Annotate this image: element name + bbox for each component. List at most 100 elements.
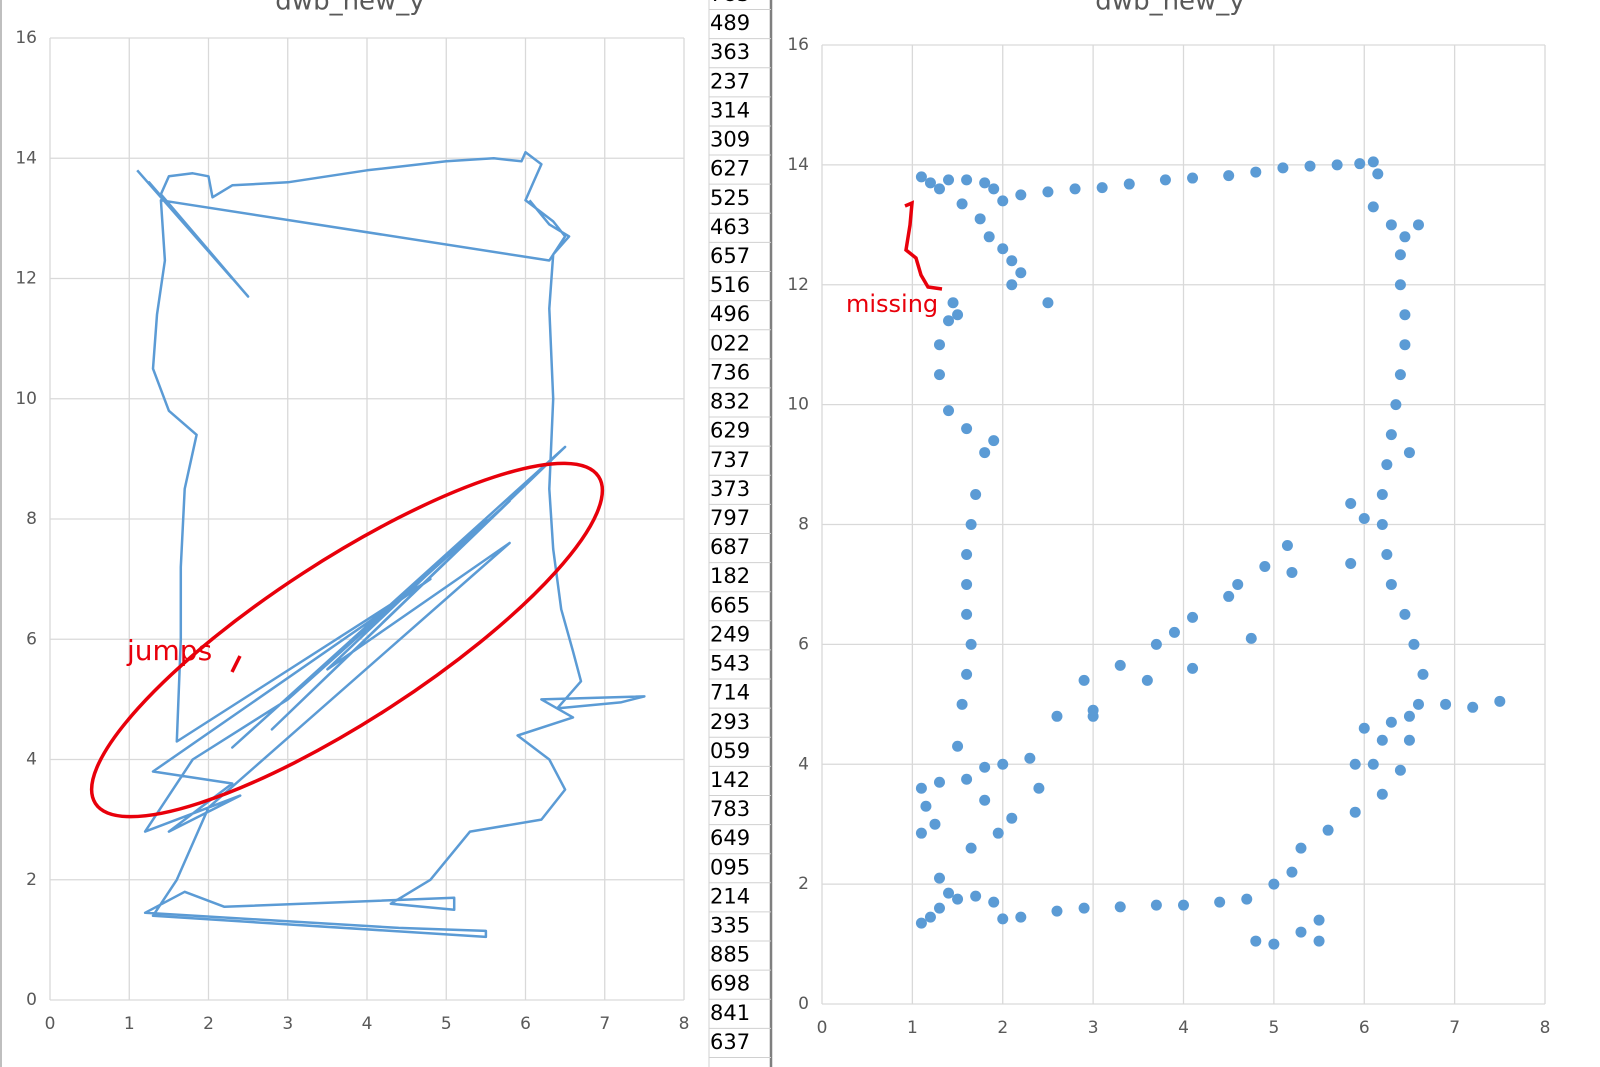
x-tick-label: 6: [520, 1014, 531, 1034]
data-point: [1214, 896, 1226, 908]
data-point: [1394, 764, 1406, 776]
y-tick-label: 6: [798, 634, 809, 654]
data-point: [1223, 170, 1235, 182]
data-point: [1494, 695, 1506, 707]
data-point: [1403, 734, 1415, 746]
data-point: [961, 548, 973, 560]
cell-value: 832: [710, 390, 750, 414]
x-tick-label: 2: [997, 1018, 1008, 1038]
data-point: [952, 309, 964, 321]
data-point: [933, 776, 945, 788]
data-point: [961, 608, 973, 620]
y-tick-label: 8: [798, 515, 809, 535]
data-point: [1277, 162, 1289, 174]
cell-value: 059: [710, 739, 750, 763]
x-tick-label: 2: [203, 1014, 214, 1034]
y-tick-label: 10: [15, 389, 37, 409]
y-tick-label: 12: [15, 269, 37, 289]
data-point: [1087, 704, 1099, 716]
data-point: [1381, 548, 1393, 560]
cell-value: 783: [710, 797, 750, 821]
data-point: [1385, 429, 1397, 441]
data-point: [943, 405, 955, 417]
data-point: [992, 827, 1004, 839]
x-tick-label: 5: [441, 1014, 452, 1034]
y-tick-label: 16: [787, 35, 809, 55]
y-tick-label: 12: [787, 275, 809, 295]
data-point: [933, 183, 945, 195]
data-point: [1232, 578, 1244, 590]
data-point: [961, 668, 973, 680]
data-point: [1322, 824, 1334, 836]
data-point: [1015, 911, 1027, 923]
data-point: [920, 800, 932, 812]
data-point: [1250, 166, 1262, 178]
data-point: [1385, 716, 1397, 728]
data-point: [1281, 539, 1293, 551]
data-point: [988, 896, 1000, 908]
cell-value: 489: [710, 11, 750, 35]
cell-value: 629: [710, 419, 750, 443]
data-point: [1051, 905, 1063, 917]
data-point: [915, 917, 927, 929]
chart-title: dwb_new_y: [1095, 0, 1244, 17]
data-point: [1399, 339, 1411, 351]
data-point: [979, 447, 991, 459]
data-point: [1408, 638, 1420, 650]
cell-value: 309: [710, 128, 750, 152]
data-point: [1015, 189, 1027, 201]
data-point: [933, 369, 945, 381]
x-tick-label: 8: [1540, 1018, 1551, 1038]
data-point: [1245, 632, 1257, 644]
cell-value: 737: [710, 448, 750, 472]
data-point: [1114, 659, 1126, 671]
data-point: [961, 773, 973, 785]
data-point: [1006, 279, 1018, 291]
cell-value: 714: [710, 681, 750, 705]
data-point: [1313, 935, 1325, 947]
data-point: [1345, 498, 1357, 510]
x-tick-label: 4: [1178, 1018, 1189, 1038]
y-tick-label: 6: [26, 629, 37, 649]
data-point: [1141, 674, 1153, 686]
cell-value: 736: [710, 360, 750, 384]
cell-value: 249: [710, 622, 750, 646]
data-point: [1390, 399, 1402, 411]
data-point: [965, 842, 977, 854]
data-point: [1069, 183, 1081, 195]
data-point: [1150, 638, 1162, 650]
data-point: [1178, 899, 1189, 911]
data-point: [924, 911, 936, 923]
y-tick-label: 14: [15, 148, 37, 168]
x-tick-label: 0: [817, 1018, 828, 1038]
data-point: [1376, 788, 1388, 800]
data-point: [1440, 698, 1452, 710]
cell-value: 516: [710, 273, 750, 297]
cell-value: 496: [710, 302, 750, 326]
data-point: [997, 913, 1009, 925]
data-point: [933, 339, 945, 351]
data-point: [1033, 782, 1045, 794]
data-point: [1354, 158, 1366, 170]
x-tick-label: 6: [1359, 1018, 1370, 1038]
data-point: [1024, 752, 1036, 764]
y-tick-label: 2: [798, 874, 809, 894]
data-point: [1259, 560, 1271, 572]
data-point: [1372, 168, 1384, 180]
cell-value: 214: [710, 884, 750, 908]
data-point: [1358, 513, 1370, 525]
y-tick-label: 4: [798, 754, 809, 774]
cell-value: 797: [710, 506, 750, 530]
data-point: [956, 698, 968, 710]
data-point: [1417, 668, 1429, 680]
x-tick-label: 1: [124, 1014, 135, 1034]
cell-value: 885: [710, 943, 750, 967]
data-point: [1358, 722, 1370, 734]
y-tick-label: 14: [787, 155, 809, 175]
data-point: [1078, 902, 1090, 914]
data-point: [1399, 309, 1411, 321]
cell-value: 783: [710, 0, 750, 6]
data-point: [1394, 369, 1406, 381]
